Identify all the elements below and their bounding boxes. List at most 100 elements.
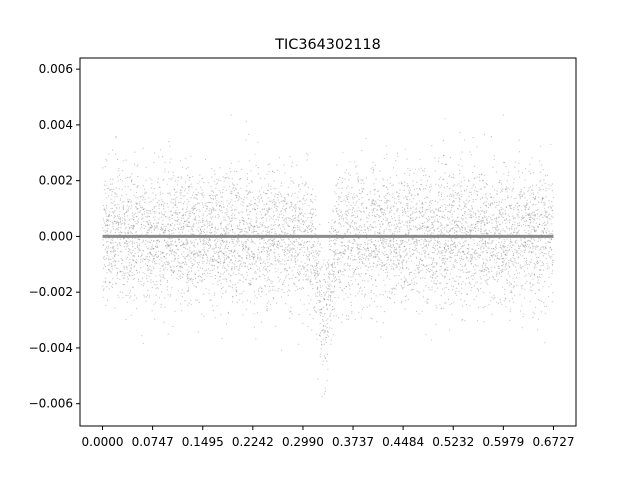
data-point xyxy=(124,228,126,230)
data-point xyxy=(319,323,321,325)
data-point xyxy=(246,299,248,302)
data-point xyxy=(463,213,466,215)
data-point xyxy=(403,287,405,289)
data-point xyxy=(477,191,479,193)
data-point xyxy=(478,221,480,223)
data-point xyxy=(129,251,131,253)
data-point xyxy=(218,256,220,258)
data-point xyxy=(518,225,520,227)
data-point xyxy=(523,251,526,253)
data-point xyxy=(201,232,203,234)
data-point xyxy=(175,211,177,213)
data-point xyxy=(127,208,129,211)
data-point xyxy=(385,228,387,230)
data-point xyxy=(429,211,432,213)
data-point xyxy=(324,357,326,359)
data-point xyxy=(178,266,180,268)
data-point xyxy=(130,225,132,227)
data-point xyxy=(440,195,443,198)
data-point xyxy=(137,238,139,241)
data-point xyxy=(174,202,176,204)
data-point xyxy=(289,240,292,242)
data-point xyxy=(500,213,502,215)
data-point xyxy=(191,262,193,264)
data-point xyxy=(327,284,329,286)
data-point xyxy=(184,246,186,249)
data-point xyxy=(325,337,327,339)
data-point xyxy=(108,269,110,271)
data-point xyxy=(276,302,278,304)
data-point xyxy=(530,214,532,216)
data-point xyxy=(284,264,286,266)
data-point xyxy=(480,240,482,242)
data-point xyxy=(289,247,291,249)
data-point xyxy=(165,257,167,259)
data-point xyxy=(152,248,154,250)
data-point xyxy=(544,246,546,248)
data-point xyxy=(515,277,518,279)
data-point xyxy=(180,177,182,179)
data-point xyxy=(126,205,128,207)
data-point xyxy=(515,227,518,229)
data-point xyxy=(239,232,241,234)
data-point xyxy=(217,261,219,263)
data-point xyxy=(355,268,357,270)
data-point xyxy=(548,250,550,253)
data-point xyxy=(451,204,453,206)
data-point xyxy=(444,242,446,244)
data-point xyxy=(227,205,229,207)
data-point xyxy=(298,228,301,230)
data-point xyxy=(310,252,312,254)
data-point xyxy=(479,254,481,256)
data-point xyxy=(504,231,506,233)
data-point xyxy=(306,249,309,251)
data-point xyxy=(435,323,437,325)
data-point xyxy=(240,177,242,180)
data-point xyxy=(324,330,326,332)
data-point xyxy=(145,179,147,181)
data-point xyxy=(280,239,282,241)
data-point xyxy=(149,252,151,254)
data-point xyxy=(472,185,474,187)
data-point xyxy=(202,249,204,251)
data-point xyxy=(249,258,251,261)
data-point xyxy=(545,257,547,259)
data-point xyxy=(382,238,384,240)
data-point xyxy=(215,232,217,234)
data-point xyxy=(212,216,214,218)
data-point xyxy=(283,279,285,281)
data-point xyxy=(121,270,123,273)
data-point xyxy=(434,216,436,218)
data-point xyxy=(312,250,314,252)
data-point xyxy=(126,281,128,283)
data-point xyxy=(379,170,381,172)
data-point xyxy=(216,261,218,263)
data-point xyxy=(501,229,503,231)
data-point xyxy=(395,256,397,258)
data-point xyxy=(398,263,400,265)
data-point xyxy=(131,225,133,227)
data-point xyxy=(304,185,306,187)
data-point xyxy=(361,204,363,206)
data-point xyxy=(262,208,264,210)
data-point xyxy=(214,252,216,255)
data-point xyxy=(116,245,118,247)
data-point xyxy=(228,256,230,258)
data-point xyxy=(312,244,314,246)
data-point xyxy=(242,247,244,249)
data-point xyxy=(467,248,469,250)
data-point xyxy=(164,168,166,170)
data-point xyxy=(311,329,313,331)
data-point xyxy=(173,188,175,190)
data-point xyxy=(454,237,456,240)
data-point xyxy=(468,244,470,246)
data-point xyxy=(159,251,162,253)
data-point xyxy=(180,303,182,305)
data-point xyxy=(366,255,368,257)
data-point xyxy=(508,271,510,273)
data-point xyxy=(530,173,532,175)
data-point xyxy=(472,275,474,277)
data-point xyxy=(231,219,233,221)
data-point xyxy=(449,257,451,259)
data-point xyxy=(207,260,209,262)
